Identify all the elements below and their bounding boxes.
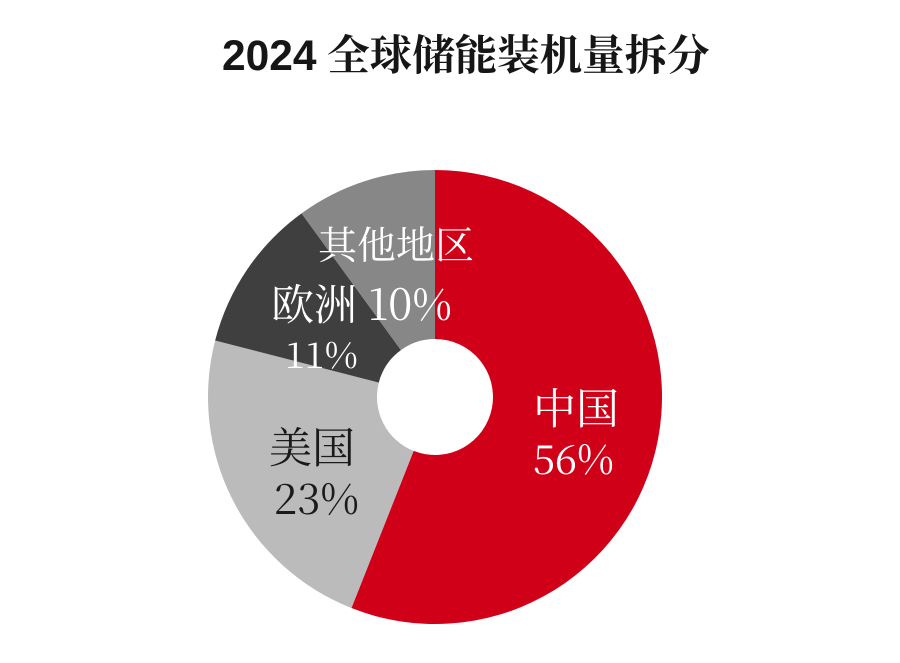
svg-text:中国: 中国 — [533, 376, 619, 437]
svg-text:56%: 56% — [533, 429, 614, 486]
svg-text:欧洲 10%: 欧洲 10% — [271, 272, 452, 333]
svg-text:其他地区: 其他地区 — [318, 215, 474, 271]
svg-text:11%: 11% — [285, 328, 358, 379]
svg-text:23%: 23% — [274, 467, 359, 527]
